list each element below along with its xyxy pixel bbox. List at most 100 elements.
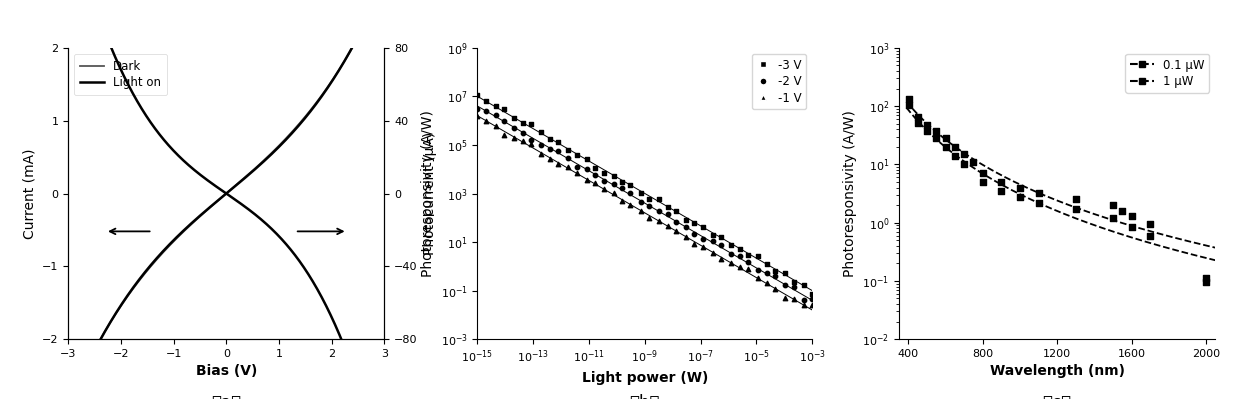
Point (908, 119, 928, 126)
Point (620, 202, 640, 208)
Point (495, 106, 515, 112)
Point (467, 113, 487, 119)
Point (594, 170, 614, 176)
Point (784, 296, 804, 302)
Point (794, 282, 813, 288)
Point (676, 234, 696, 241)
Point (775, 295, 795, 301)
Point (585, 180, 605, 186)
Dark (320, 85, 335, 90)
Point (703, 250, 723, 256)
Point (666, 208, 686, 215)
Point (765, 273, 785, 279)
Point (604, 190, 624, 196)
Point (784, 279, 804, 285)
Text: （c）: （c） (1043, 395, 1071, 399)
Point (666, 219, 686, 225)
Point (577, 156, 596, 162)
Point (476, 98, 496, 105)
Point (722, 251, 742, 257)
Point (916, 122, 937, 128)
Point (1140, 232, 1159, 239)
Point (567, 152, 587, 158)
Line: Light on: Light on (68, 0, 384, 399)
Light on (211, 198, 226, 202)
Point (505, 115, 525, 121)
Point (926, 127, 946, 134)
Point (495, 118, 515, 124)
Light on (213, 196, 228, 201)
X-axis label: Wavelength (nm): Wavelength (nm) (990, 364, 1125, 378)
Point (613, 198, 632, 204)
Text: （b）: （b） (630, 395, 660, 399)
Dark (232, 180, 247, 185)
Point (972, 179, 992, 185)
Point (756, 280, 776, 286)
Point (1009, 194, 1029, 200)
Point (712, 242, 732, 248)
Y-axis label: Photoresponsivity (A/W): Photoresponsivity (A/W) (843, 110, 857, 277)
Point (620, 190, 640, 196)
Point (1121, 213, 1141, 219)
Point (558, 155, 578, 161)
Point (639, 196, 658, 202)
Point (749, 267, 769, 273)
Point (577, 177, 596, 184)
Legend: 0.1 μW, 1 μW: 0.1 μW, 1 μW (1125, 54, 1209, 93)
Point (1029, 190, 1049, 196)
Point (513, 130, 533, 136)
Point (693, 244, 713, 251)
Point (916, 128, 937, 134)
Point (1066, 196, 1086, 203)
Point (585, 172, 605, 178)
Point (908, 114, 928, 120)
Text: （a）: （a） (211, 395, 242, 399)
Light on (249, 166, 264, 170)
Point (1195, 275, 1215, 282)
Point (730, 264, 750, 271)
Point (657, 211, 677, 217)
Point (548, 148, 568, 154)
Point (594, 186, 614, 192)
Point (1104, 215, 1123, 221)
Dark (249, 165, 264, 170)
Point (945, 144, 965, 150)
Point (992, 188, 1012, 194)
Point (631, 208, 651, 214)
Point (486, 112, 506, 119)
Point (548, 160, 568, 167)
Point (1140, 221, 1159, 227)
Point (945, 153, 965, 159)
Point (604, 181, 624, 187)
Point (676, 224, 696, 231)
Point (513, 120, 533, 126)
Point (730, 253, 750, 260)
Point (495, 132, 515, 138)
Y-axis label: Current (mA): Current (mA) (22, 148, 36, 239)
Dark (213, 196, 228, 201)
Point (548, 139, 568, 145)
Y-axis label: Photoresponsivity (A/W): Photoresponsivity (A/W) (422, 110, 435, 277)
Point (577, 166, 596, 172)
Point (899, 96, 919, 103)
Point (935, 135, 955, 142)
Point (756, 261, 776, 267)
Point (756, 270, 776, 277)
Point (631, 190, 651, 196)
Point (684, 231, 704, 237)
Point (1009, 184, 1029, 191)
Point (539, 146, 559, 152)
Point (1195, 279, 1215, 285)
Point (558, 164, 578, 170)
Point (558, 147, 578, 153)
Point (467, 92, 487, 99)
Point (703, 238, 723, 244)
Point (476, 118, 496, 124)
Point (620, 181, 640, 188)
Dark (370, 0, 384, 2)
Point (802, 291, 822, 298)
Point (784, 283, 804, 290)
Point (657, 222, 677, 229)
Point (1121, 223, 1141, 230)
Point (765, 285, 785, 292)
